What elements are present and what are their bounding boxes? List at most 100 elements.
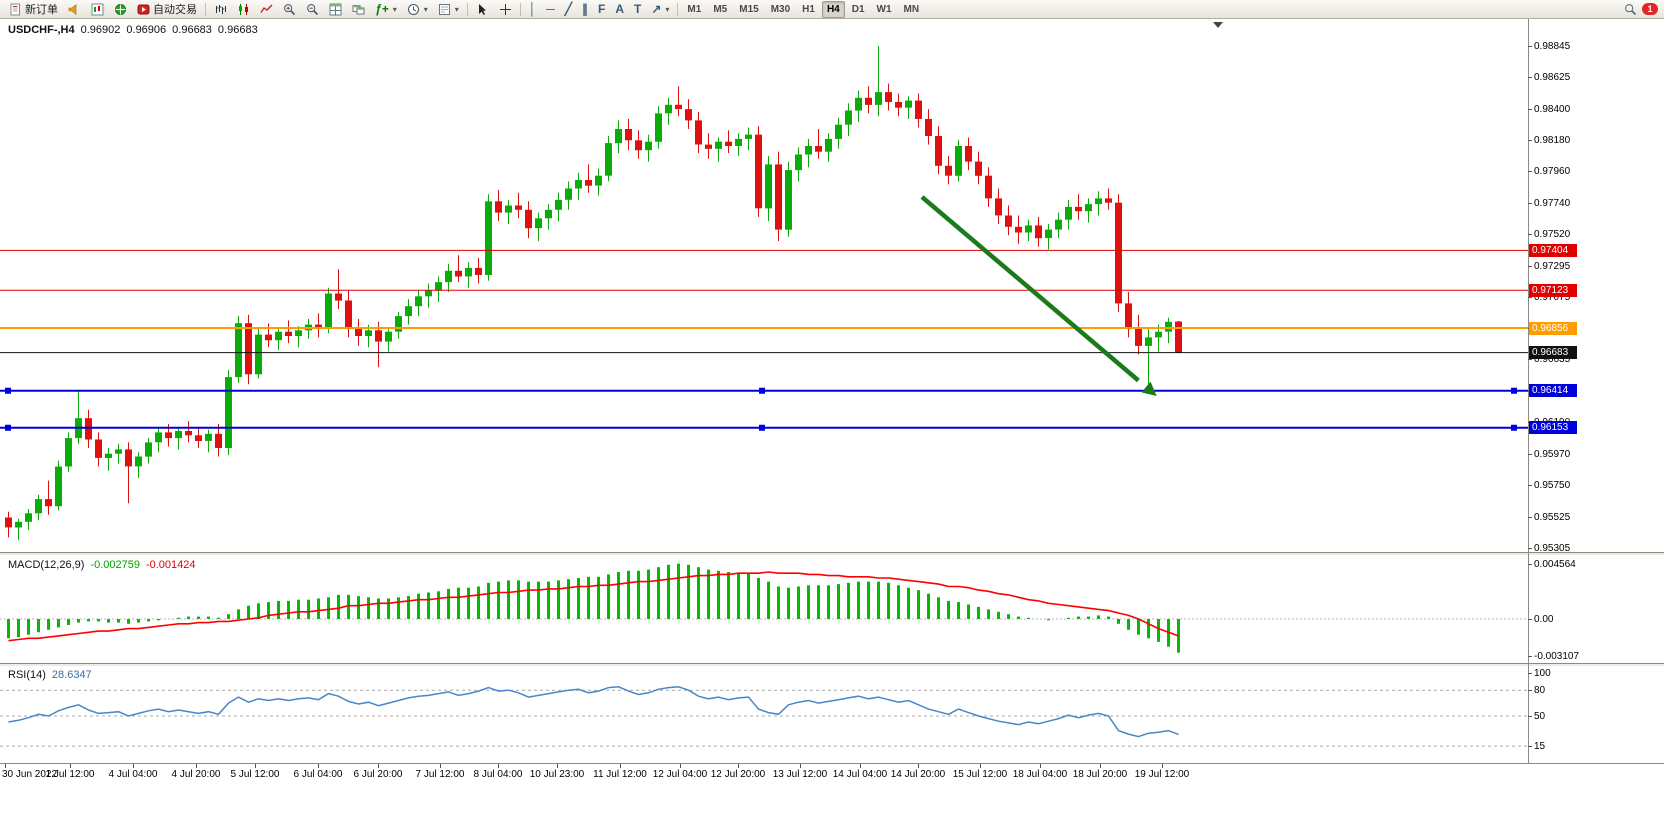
timeframe-mn-button[interactable]: MN	[903, 3, 920, 15]
candle	[605, 136, 612, 182]
candle	[445, 263, 452, 292]
time-tick-label: 18 Jul 04:00	[1012, 769, 1068, 780]
time-tick	[620, 764, 621, 768]
main-chart-pane[interactable]	[0, 19, 1664, 552]
candle	[315, 313, 322, 338]
toolbar-separator	[677, 2, 679, 16]
toolbar: 新订单 自动交易 ƒ+ ▾ ▾ ▾	[0, 0, 1664, 19]
indicators-button[interactable]: ƒ+ ▾	[370, 0, 402, 19]
candle	[625, 119, 632, 151]
label-tool-button[interactable]: T	[629, 0, 646, 19]
time-tick-label: 15 Jul 12:00	[952, 769, 1008, 780]
rsi-axis-tick	[1528, 716, 1532, 717]
time-axis[interactable]: 30 Jun 2022 1 Jul 12:00 4 Jul 04:00 4 Jul 2…	[0, 763, 1664, 790]
sound-button[interactable]	[63, 0, 86, 19]
candle	[925, 109, 932, 145]
rsi-pane[interactable]	[0, 666, 1664, 763]
timeframe-m15-button[interactable]: M15	[739, 3, 759, 15]
macd-pane[interactable]	[0, 555, 1664, 663]
cascade-windows-button[interactable]	[347, 0, 370, 19]
time-tick	[980, 764, 981, 768]
price-tick	[1528, 46, 1532, 47]
rsi-axis-label: 100	[1534, 668, 1551, 679]
chart-window-button[interactable]	[86, 0, 109, 19]
time-tick	[440, 764, 441, 768]
bar-chart-type-button[interactable]	[209, 0, 232, 19]
time-tick	[738, 764, 739, 768]
cursor-button[interactable]	[471, 0, 494, 19]
time-tick	[800, 764, 801, 768]
candle	[1025, 219, 1032, 241]
horizontal-line-icon: ─	[546, 1, 555, 16]
price-tick-label: 0.95525	[1534, 512, 1571, 523]
candle	[215, 423, 222, 457]
rsi-value: 28.6347	[51, 669, 92, 681]
new-order-button[interactable]: 新订单	[4, 0, 63, 19]
notification-badge[interactable]: 1	[1642, 3, 1658, 15]
candle	[835, 117, 842, 149]
pane-separator[interactable]	[0, 663, 1664, 666]
candle	[705, 133, 712, 159]
timeframe-m1-button[interactable]: M1	[687, 3, 702, 15]
macd-axis-label: 0.00	[1534, 614, 1554, 625]
candle	[855, 90, 862, 122]
crosshair-button[interactable]	[494, 0, 517, 19]
price-tick	[1528, 109, 1532, 110]
vertical-line-tool-button[interactable]: │	[524, 0, 542, 19]
arrows-tool-button[interactable]: ↗ ▾	[646, 0, 674, 19]
low-value: 0.96683	[172, 24, 212, 36]
periods-button[interactable]: ▾	[402, 0, 433, 19]
candle	[975, 151, 982, 185]
timeframe-h4-button[interactable]: H4	[821, 0, 845, 18]
tile-windows-icon	[329, 3, 342, 16]
horizontal-line-tool-button[interactable]: ─	[541, 0, 560, 19]
fibonacci-icon: F	[597, 1, 606, 16]
horizontal-line-object[interactable]	[0, 424, 1528, 431]
tile-windows-button[interactable]	[324, 0, 347, 19]
candle	[985, 167, 992, 207]
timeframe-h1-button[interactable]: H1	[802, 3, 815, 15]
channel-tool-button[interactable]: ∥	[577, 0, 593, 19]
price-tick	[1528, 485, 1532, 486]
trend-arrow-object[interactable]	[920, 195, 1161, 401]
rsi-axis-label: 15	[1534, 741, 1546, 752]
zoom-out-button[interactable]	[301, 0, 324, 19]
timeframe-m30-button[interactable]: M30	[770, 3, 791, 15]
macd-signal-value: -0.001424	[145, 559, 196, 571]
market-button[interactable]	[109, 0, 132, 19]
search-icon[interactable]	[1624, 3, 1637, 16]
time-tick	[5, 764, 6, 768]
trendline-tool-button[interactable]: ╱	[560, 0, 577, 19]
candle	[105, 448, 112, 471]
timeframe-w1-button[interactable]: W1	[876, 3, 892, 15]
time-tick-label: 11 Jul 12:00	[593, 769, 647, 780]
fibonacci-tool-button[interactable]: F	[593, 0, 610, 19]
text-tool-button[interactable]: A	[610, 0, 629, 19]
price-tick-label: 0.98625	[1534, 72, 1571, 83]
timeframe-m5-button[interactable]: M5	[713, 3, 728, 15]
pane-separator[interactable]	[0, 552, 1664, 555]
candle	[665, 97, 672, 125]
globe-icon	[114, 3, 127, 16]
zoom-in-button[interactable]	[278, 0, 301, 19]
price-tick	[1528, 140, 1532, 141]
horizontal-line-object[interactable]	[0, 387, 1528, 394]
candlestick-chart-type-button[interactable]	[232, 0, 255, 19]
autotrading-button[interactable]: 自动交易	[132, 0, 202, 19]
price-tick-label: 0.97520	[1534, 229, 1571, 240]
line-chart-type-button[interactable]	[255, 0, 278, 19]
templates-button[interactable]: ▾	[433, 0, 464, 19]
candle	[1055, 212, 1062, 239]
timeframe-d1-button[interactable]: D1	[851, 3, 865, 15]
text-tool-icon: A	[615, 1, 624, 16]
candle	[65, 432, 72, 473]
candle	[285, 320, 292, 344]
time-tick	[1162, 764, 1163, 768]
time-tick-label: 6 Jul 20:00	[353, 769, 403, 780]
time-tick-label: 14 Jul 04:00	[832, 769, 888, 780]
chart-title: USDCHF-,H4 0.96902 0.96906 0.96683 0.96683	[8, 24, 264, 36]
rsi-label: RSI(14) 28.6347	[8, 669, 98, 681]
candle	[135, 452, 142, 478]
candle	[355, 319, 362, 346]
chart-shift-marker[interactable]	[1213, 22, 1223, 28]
